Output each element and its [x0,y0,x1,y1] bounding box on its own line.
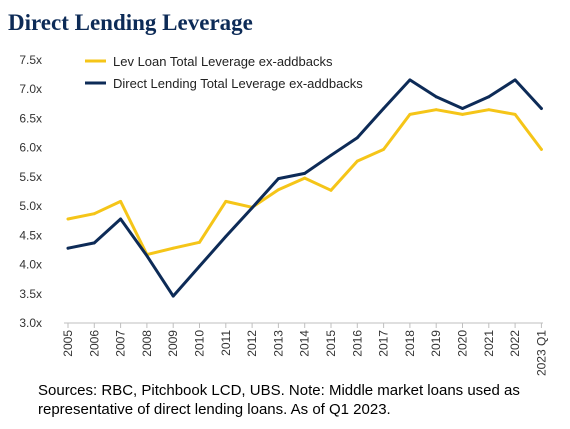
y-tick-label: 7.5x [19,53,42,67]
data-point [487,95,491,99]
data-point [66,217,70,221]
data-point [198,240,201,244]
y-tick-label: 6.0x [19,141,42,155]
data-point [329,188,333,192]
data-point [171,294,175,298]
data-point [119,200,122,203]
x-tick-label: 2009 [166,330,180,357]
data-point [329,153,333,157]
x-tick-label: 2007 [114,330,128,357]
data-point [513,78,517,82]
data-point [92,241,96,245]
x-tick-label: 2010 [193,330,207,357]
x-tick-label: 2008 [140,330,154,357]
data-point [303,171,307,175]
axes: 3.0x 3.5x 4.0x 4.5x 5.0x 5.5x 6.0x 6.5x 7.0x 7.5x… [19,53,548,376]
data-point [277,177,280,181]
x-tick-label: 2020 [456,330,470,357]
lev-loan-series-line [66,108,543,257]
data-point [303,176,307,180]
x-tick-label: 2022 [508,330,522,357]
data-point [145,254,149,258]
data-point [224,200,228,203]
data-point [119,217,122,221]
data-point [487,108,491,112]
data-point [513,112,517,116]
chart-title: Direct Lending Leverage [8,10,253,35]
footnote: Sources: RBC, Pitchbook LCD, UBS. Note: … [38,382,520,418]
data-point [250,206,254,210]
data-point [355,136,359,140]
data-point [66,246,70,250]
data-point [408,112,412,116]
x-tick-label: 2014 [298,330,312,357]
y-tick-label: 7.0x [19,82,42,96]
data-point [171,246,175,250]
x-tick-label: 2013 [271,330,285,357]
legend: Lev Loan Total Leverage ex-addbacks Direc… [85,54,363,91]
data-point [92,212,96,216]
legend-label: Lev Loan Total Leverage ex-addbacks [113,54,333,69]
y-tick-label: 4.5x [19,228,42,242]
legend-label: Direct Lending Total Leverage ex-addback… [113,76,363,91]
data-point [277,188,280,192]
data-point [434,95,438,99]
x-tick-label: 2015 [324,330,338,357]
y-tick-label: 3.5x [19,287,42,301]
data-point [408,78,412,82]
x-tick-label: 2016 [350,330,364,357]
data-point [382,148,385,151]
x-tick-label: 2018 [403,330,417,357]
y-tick-label: 5.0x [19,199,42,213]
data-point [198,264,201,268]
x-tick-label: 2005 [61,330,75,357]
x-tick-label: 2011 [219,330,233,356]
data-point [355,159,359,163]
leverage-line-chart: 3.0x 3.5x 4.0x 4.5x 5.0x 5.5x 6.0x 6.5x 7.0x 7.5x… [19,53,548,376]
y-tick-label: 5.5x [19,170,42,184]
data-point [461,112,464,116]
data-point [434,108,438,112]
y-tick-label: 6.5x [19,111,42,125]
data-point [382,107,385,110]
series-lines [66,78,543,298]
x-tick-label: 2019 [429,330,443,357]
y-tick-label: 4.0x [19,258,42,272]
data-point [540,107,543,110]
x-tick-label: 2023 Q1 [534,330,548,376]
y-tick-label: 3.0x [19,316,42,330]
x-tick-label: 2012 [245,330,259,357]
x-tick-label: 2021 [482,330,496,357]
x-tick-label: 2017 [377,330,391,357]
data-point [224,235,228,238]
data-point [540,148,543,151]
data-point [461,107,464,110]
x-tick-label: 2006 [87,330,101,357]
